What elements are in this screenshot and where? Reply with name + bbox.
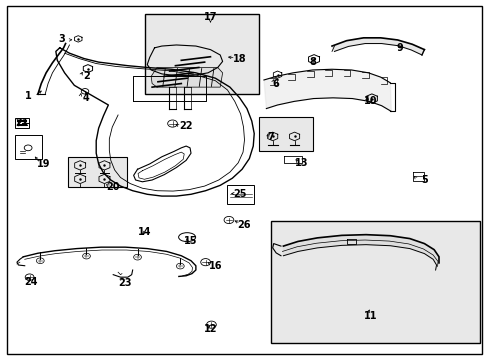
Text: 16: 16 xyxy=(208,261,222,271)
Text: 12: 12 xyxy=(203,324,217,334)
Text: 13: 13 xyxy=(295,158,308,168)
Polygon shape xyxy=(264,69,390,111)
Text: 26: 26 xyxy=(237,220,251,230)
Bar xyxy=(259,117,312,152)
Text: 4: 4 xyxy=(83,93,90,103)
Text: 11: 11 xyxy=(364,311,377,321)
Text: 3: 3 xyxy=(59,34,65,44)
Text: 6: 6 xyxy=(272,78,279,89)
Text: 10: 10 xyxy=(364,96,377,107)
Bar xyxy=(271,221,479,342)
Text: 5: 5 xyxy=(420,175,427,185)
Bar xyxy=(15,118,29,128)
Polygon shape xyxy=(151,67,222,87)
Text: 17: 17 xyxy=(203,13,217,22)
Text: 19: 19 xyxy=(38,159,51,169)
Text: 8: 8 xyxy=(308,57,315,67)
Text: 9: 9 xyxy=(396,43,403,53)
Text: 14: 14 xyxy=(138,227,151,237)
Bar xyxy=(144,14,259,94)
Bar xyxy=(68,157,126,187)
Polygon shape xyxy=(331,38,424,55)
Text: 7: 7 xyxy=(267,132,274,142)
Text: 1: 1 xyxy=(25,91,31,101)
Bar xyxy=(15,135,41,158)
Text: 2: 2 xyxy=(83,71,90,81)
Text: 24: 24 xyxy=(24,277,37,287)
Text: 22: 22 xyxy=(179,121,192,131)
Text: 15: 15 xyxy=(184,236,197,246)
Text: 18: 18 xyxy=(232,54,246,64)
Text: 25: 25 xyxy=(232,189,246,199)
Text: 23: 23 xyxy=(119,278,132,288)
Text: 21: 21 xyxy=(16,118,29,128)
Polygon shape xyxy=(283,235,438,270)
Bar xyxy=(227,185,254,204)
Text: 20: 20 xyxy=(106,182,120,192)
